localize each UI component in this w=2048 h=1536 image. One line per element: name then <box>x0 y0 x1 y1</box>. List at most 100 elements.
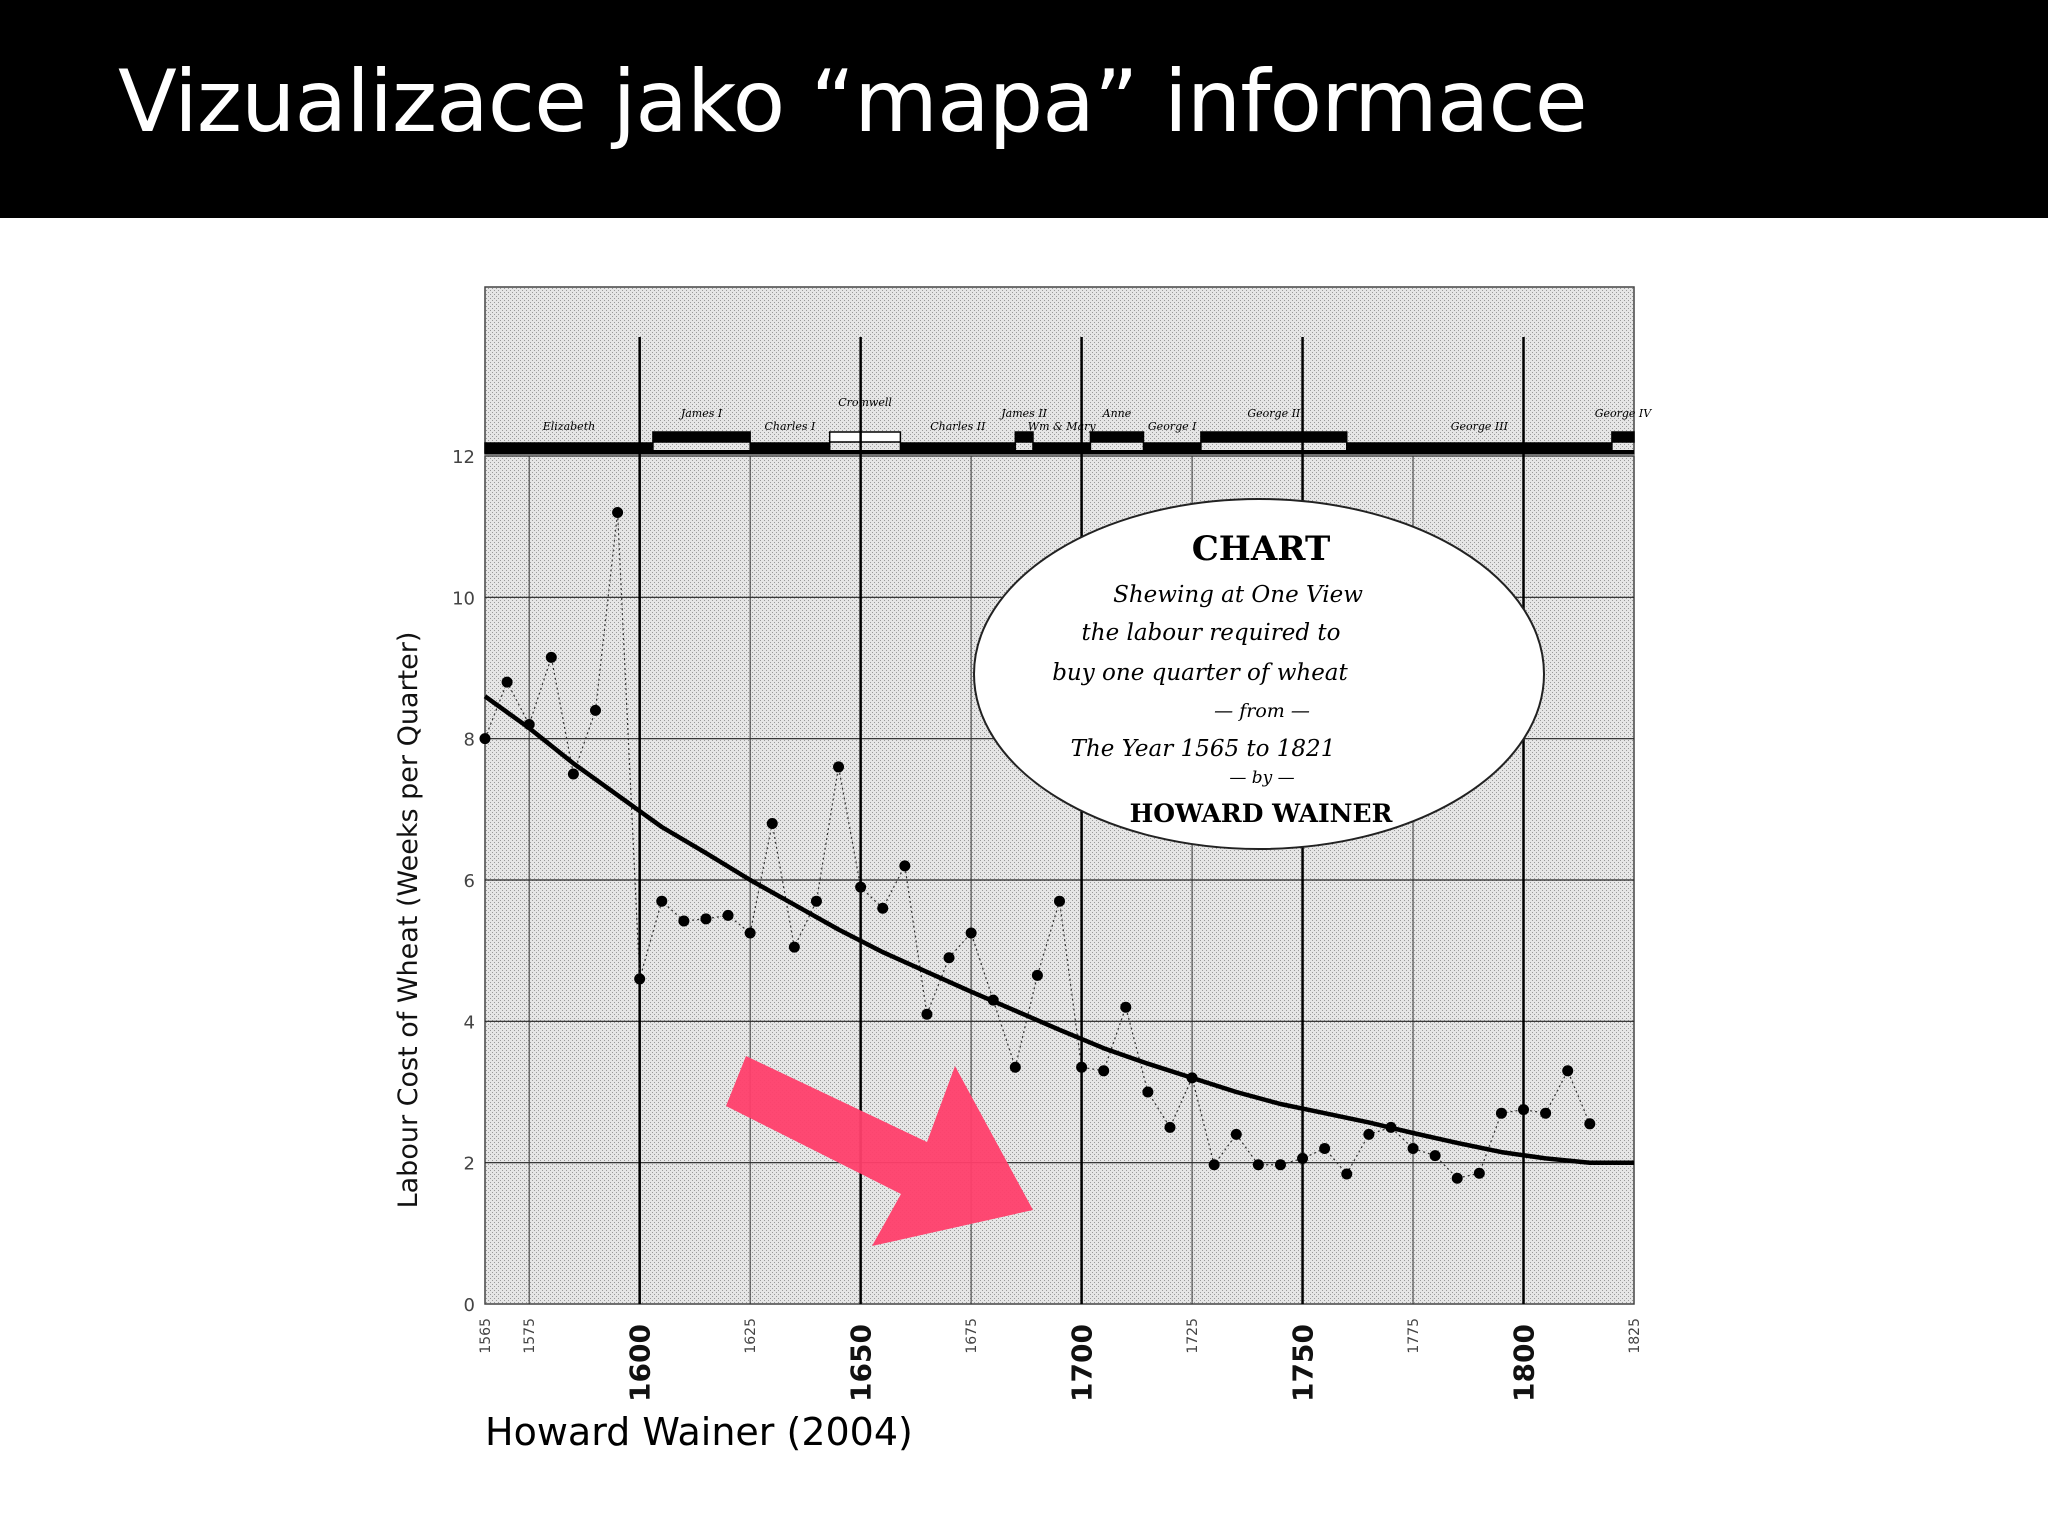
data-point-31 <box>1164 1121 1176 1133</box>
x-tick-label-1825: 1825 <box>1627 1318 1643 1354</box>
data-point-13 <box>766 817 778 829</box>
data-point-27 <box>1076 1061 1088 1073</box>
cartouche-line-4: — from — <box>1214 700 1310 722</box>
reign-bar-3 <box>828 431 902 443</box>
x-tick-label-1600: 1600 <box>624 1324 657 1402</box>
reign-label-7: Anne <box>1102 407 1132 420</box>
reign-bar-7 <box>1089 431 1145 443</box>
x-tick-label-1725: 1725 <box>1185 1318 1201 1354</box>
series-dotted-line <box>484 512 1591 1179</box>
reign-bar-11 <box>1611 431 1635 443</box>
data-point-47 <box>1518 1104 1530 1116</box>
data-point-35 <box>1252 1159 1264 1171</box>
cartouche-line-2: the labour required to <box>1082 620 1341 646</box>
data-point-29 <box>1120 1001 1132 1013</box>
data-point-21 <box>943 952 955 964</box>
reign-bar-2 <box>749 442 831 454</box>
reign-label-6: Wm & Mary <box>1028 420 1097 433</box>
caption: Howard Wainer (2004) <box>485 1410 913 1454</box>
cartouche-line-5: The Year 1565 to 1821 <box>1071 736 1336 762</box>
cartouche-heading: CHART <box>1192 529 1331 569</box>
cartouche-ellipse <box>973 498 1545 850</box>
x-tick-label-1775: 1775 <box>1406 1318 1422 1354</box>
reign-bar-4 <box>899 442 1017 454</box>
data-point-17 <box>855 881 867 893</box>
data-point-6 <box>612 507 624 519</box>
reign-label-2: Charles I <box>765 420 816 433</box>
cartouche-line-1: Shewing at One View <box>1113 582 1363 608</box>
data-point-39 <box>1341 1168 1353 1180</box>
x-tick-label-1650: 1650 <box>845 1324 878 1402</box>
x-tick-label-1565: 1565 <box>478 1318 494 1354</box>
data-point-38 <box>1319 1143 1331 1155</box>
y-tick-label-5: 10 <box>452 588 475 609</box>
data-point-44 <box>1451 1172 1463 1184</box>
data-point-26 <box>1054 895 1065 907</box>
reign-label-8: George I <box>1148 420 1197 433</box>
data-point-32 <box>1186 1072 1198 1084</box>
reign-panel: Elizabeth James I Charles I Cromwell Charles… <box>484 286 1653 455</box>
data-point-5 <box>589 704 601 716</box>
data-point-8 <box>656 895 668 907</box>
data-point-30 <box>1142 1086 1154 1098</box>
data-point-2 <box>523 719 535 731</box>
data-point-34 <box>1230 1128 1242 1140</box>
reign-label-0: Elizabeth <box>542 420 595 433</box>
y-tick-label-4: 8 <box>464 730 475 751</box>
reign-bar-8 <box>1142 442 1202 454</box>
data-point-25 <box>1031 969 1043 981</box>
reign-bar-0 <box>484 442 654 454</box>
x-tick-label-1700: 1700 <box>1066 1324 1099 1402</box>
reign-label-3: Cromwell <box>838 396 892 409</box>
data-point-16 <box>833 761 845 773</box>
data-point-28 <box>1098 1065 1110 1077</box>
reign-panel-bg <box>484 286 1635 455</box>
data-point-0 <box>479 733 491 745</box>
data-point-42 <box>1407 1143 1419 1155</box>
data-point-40 <box>1363 1128 1375 1140</box>
reign-label-1: James I <box>679 407 723 420</box>
data-point-19 <box>899 860 911 872</box>
cartouche-author: HOWARD WAINER <box>1130 799 1393 828</box>
reign-bar-5 <box>1014 431 1034 443</box>
data-point-11 <box>722 909 734 921</box>
data-point-20 <box>921 1008 933 1020</box>
reign-bar-1 <box>652 431 751 443</box>
data-point-23 <box>987 994 999 1006</box>
data-point-4 <box>567 768 579 780</box>
reign-label-4: Charles II <box>930 420 986 433</box>
x-tick-label-1750: 1750 <box>1287 1324 1320 1402</box>
reign-label-10: George III <box>1451 420 1509 433</box>
cartouche-line-6: — by — <box>1229 768 1294 788</box>
y-tick-label-1: 2 <box>464 1154 475 1175</box>
data-point-10 <box>700 913 712 925</box>
chart-cartouche: CHART Shewing at One View the labour requi… <box>973 498 1545 850</box>
data-point-50 <box>1584 1118 1596 1130</box>
data-point-33 <box>1208 1159 1220 1171</box>
data-point-45 <box>1473 1167 1485 1179</box>
data-point-49 <box>1562 1065 1574 1077</box>
data-point-1 <box>501 676 513 688</box>
reign-bar-10 <box>1346 442 1613 454</box>
data-point-41 <box>1385 1121 1397 1133</box>
x-tick-label-1675: 1675 <box>964 1318 980 1354</box>
x-tick-label-1800: 1800 <box>1508 1324 1541 1402</box>
data-point-46 <box>1495 1107 1507 1119</box>
data-point-36 <box>1274 1159 1286 1171</box>
x-tick-label-1575: 1575 <box>522 1318 538 1354</box>
y-tick-label-6: 12 <box>452 447 475 468</box>
data-point-22 <box>965 927 977 939</box>
data-point-15 <box>810 895 822 907</box>
data-point-12 <box>744 927 756 939</box>
y-tick-label-0: 0 <box>464 1295 475 1316</box>
plot-area: 0 2 4 6 8 10 12 1565 1575 1625 1675 1725 1775 1825 160… <box>393 337 1643 1402</box>
cartouche-line-3: buy one quarter of wheat <box>1052 660 1348 686</box>
reign-label-11: George IV <box>1595 407 1653 420</box>
data-point-18 <box>877 902 889 914</box>
x-tick-label-1625: 1625 <box>743 1318 759 1354</box>
y-tick-label-2: 4 <box>464 1012 475 1033</box>
arrow-icon <box>726 1056 1033 1246</box>
y-tick-label-3: 6 <box>464 871 475 892</box>
data-point-24 <box>1009 1061 1021 1073</box>
